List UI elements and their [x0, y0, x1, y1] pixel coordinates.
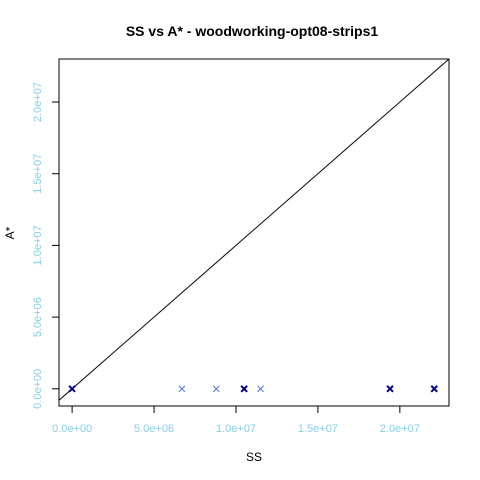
data-point	[430, 385, 438, 393]
data-point-stroke	[212, 385, 220, 393]
data-point-stroke	[430, 385, 438, 393]
data-point	[386, 385, 394, 393]
x-tick-label: 1.0e+07	[216, 423, 256, 435]
y-tick-label: 2.0e+07	[32, 82, 44, 122]
y-tick-label: 1.0e+07	[32, 225, 44, 265]
y-tick-label: 5.0e+06	[32, 297, 44, 337]
x-tick-label: 5.0e+06	[134, 423, 174, 435]
chart-title: SS vs A* - woodworking-opt08-strips1	[126, 23, 379, 39]
plot-layer	[58, 58, 450, 401]
data-point	[257, 385, 264, 393]
y-tick-label: 1.5e+07	[32, 154, 44, 194]
y-tick-label: 0.0e+00	[32, 369, 44, 409]
y-axis-label: A*	[3, 226, 17, 239]
x-axis: 0.0e+00 5.0e+06 1.0e+07 1.5e+07 2.0e+07	[52, 405, 420, 435]
y-axis: 0.0e+00 5.0e+06 1.0e+07 1.5e+07 2.0e+07	[32, 82, 60, 409]
plot-area-border	[58, 58, 450, 407]
x-tick-label: 0.0e+00	[52, 423, 92, 435]
x-tick-label: 2.0e+07	[380, 423, 420, 435]
data-point-stroke	[257, 385, 264, 393]
data-point-stroke	[178, 385, 186, 393]
data-point-stroke	[240, 385, 248, 393]
diagonal-reference-line	[58, 58, 450, 401]
x-tick-label: 1.5e+07	[298, 423, 338, 435]
x-axis-label: SS	[246, 450, 262, 464]
data-point-stroke	[386, 385, 394, 393]
data-point	[178, 385, 186, 393]
data-point	[68, 385, 76, 393]
data-point	[212, 385, 220, 393]
data-point	[240, 385, 248, 393]
data-point-stroke	[68, 385, 76, 393]
